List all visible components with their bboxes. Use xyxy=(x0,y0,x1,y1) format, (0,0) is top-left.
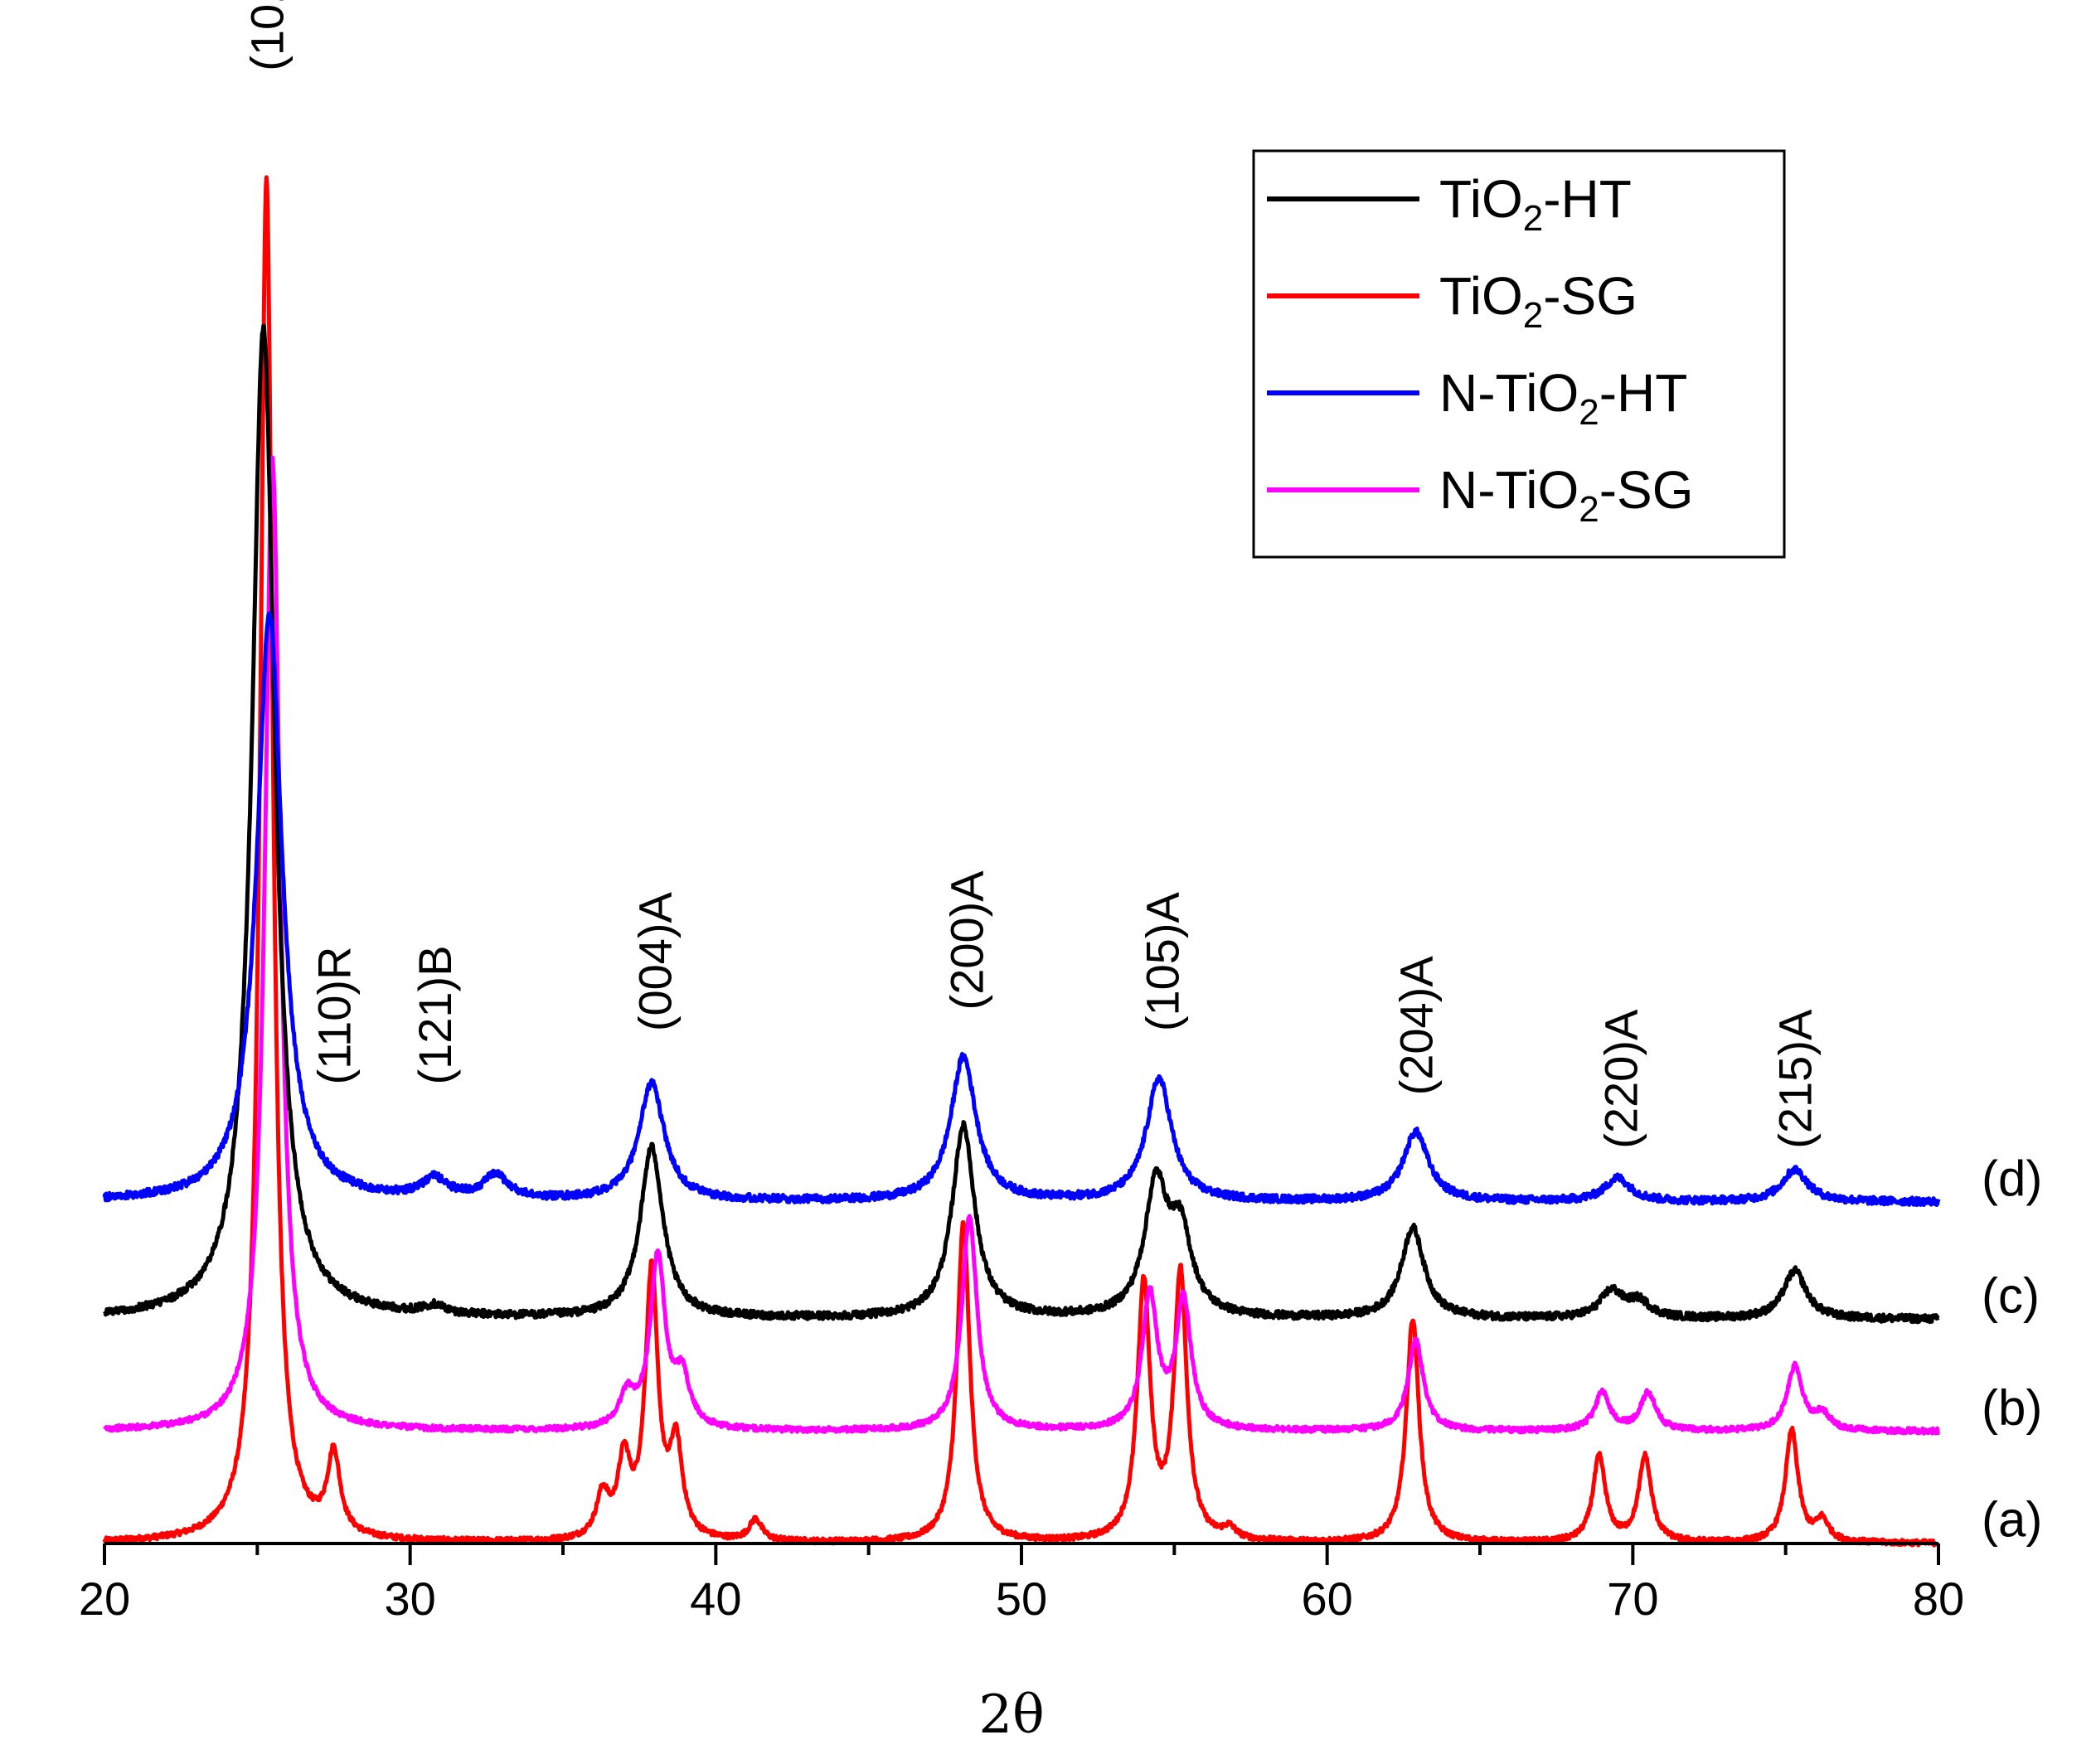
curves-group xyxy=(102,175,1941,1548)
peak-annotations: (101)A (110)R (121)B (004)A (200)A (105)A (204… xyxy=(240,0,1821,1149)
curve-label: (c) xyxy=(1982,1267,2040,1323)
peak-label: (220)A xyxy=(1595,1009,1647,1149)
x-tick-label: 80 xyxy=(1913,1573,1964,1625)
peak-label: (204)A xyxy=(1390,956,1443,1096)
legend-label: TiO2-HT xyxy=(1439,169,1632,239)
series-line-N-TiO2-SG xyxy=(103,455,1941,1436)
legend-label: TiO2-SG xyxy=(1439,266,1638,336)
curve-label: (d) xyxy=(1982,1151,2042,1206)
x-tick-label: 40 xyxy=(690,1573,741,1625)
legend-label: N-TiO2-HT xyxy=(1439,363,1687,433)
legend-label: N-TiO2-SG xyxy=(1439,460,1694,530)
peak-label: (110)R xyxy=(308,947,361,1085)
x-axis: 20 30 40 50 60 70 80 xyxy=(79,1542,1964,1625)
peak-label: (101)A xyxy=(240,0,293,71)
legend: TiO2-HT TiO2-SG N-TiO2-HT N-TiO2-SG xyxy=(1252,149,1786,559)
peak-label: (215)A xyxy=(1769,1009,1822,1149)
x-tick-label: 60 xyxy=(1302,1573,1353,1625)
x-tick-label: 70 xyxy=(1607,1573,1658,1625)
peak-label: (004)A xyxy=(629,891,682,1031)
x-tick-label: 30 xyxy=(385,1573,436,1625)
curve-label: (b) xyxy=(1982,1380,2042,1436)
peak-label: (121)B xyxy=(409,945,461,1084)
curve-labels: (a) (b) (c) (d) xyxy=(1982,1151,2042,1548)
curve-label: (a) xyxy=(1982,1492,2042,1548)
x-tick-label: 50 xyxy=(996,1573,1047,1625)
series-line-TiO2-SG xyxy=(102,175,1941,1548)
x-tick-label: 20 xyxy=(79,1573,130,1625)
x-axis-label: 2θ xyxy=(978,1684,1044,1746)
series-line-TiO2-HT xyxy=(103,323,1940,1325)
series-line-N-TiO2-HT xyxy=(102,611,1941,1207)
peak-label: (200)A xyxy=(941,870,993,1010)
peak-label: (105)A xyxy=(1137,891,1189,1031)
